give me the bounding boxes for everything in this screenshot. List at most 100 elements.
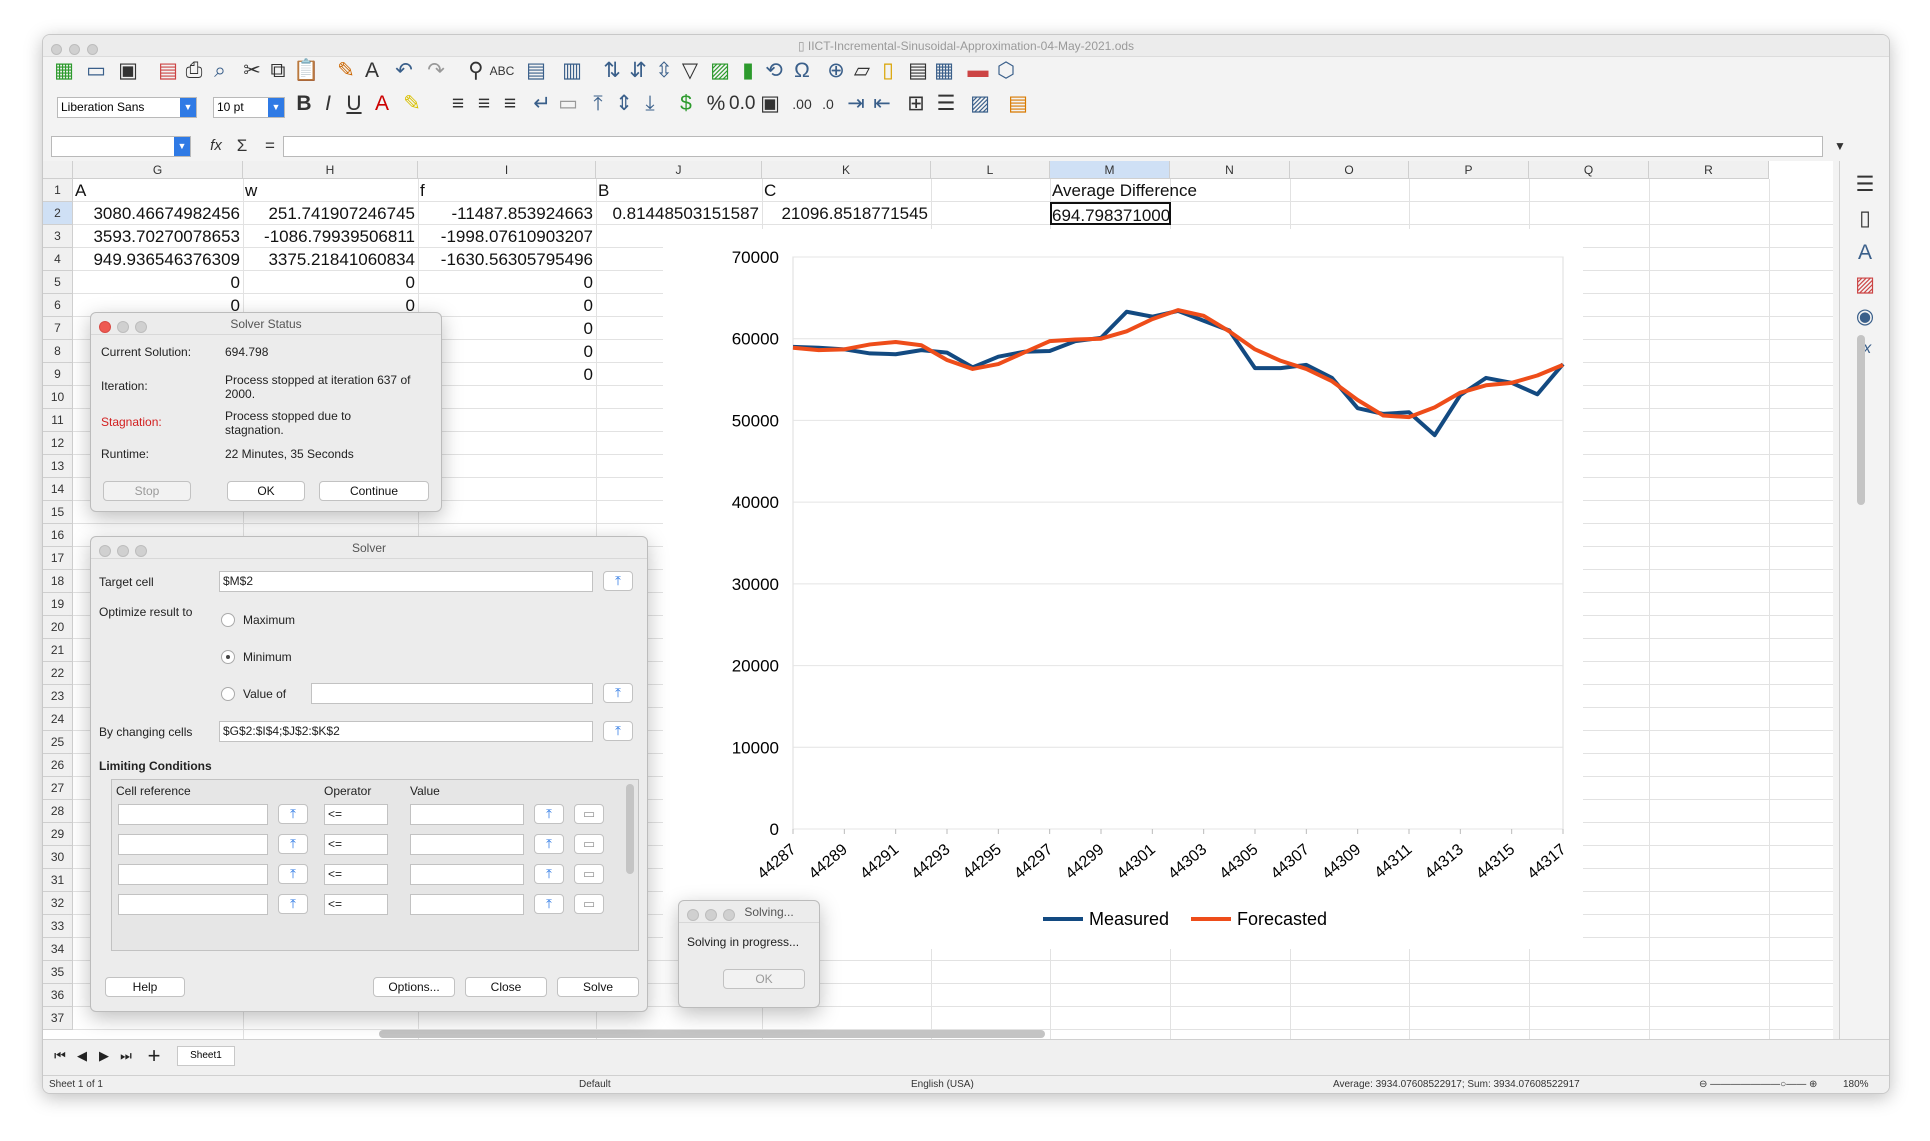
sort-descending-icon[interactable]: ⇳ xyxy=(655,59,673,82)
row-header-33[interactable]: 33 xyxy=(43,915,73,938)
row-header-23[interactable]: 23 xyxy=(43,685,73,708)
function-wizard-icon[interactable]: fx xyxy=(210,137,222,154)
zoom-slider[interactable]: ⊖ ———————○—— ⊕ xyxy=(1699,1079,1818,1090)
line-chart[interactable]: 0 10000 20000 30000 40000 50000 60000 70000 4428… xyxy=(663,229,1583,949)
column-header-g[interactable]: G xyxy=(73,161,243,179)
cell-h2[interactable]: 251.741907246745 xyxy=(268,204,415,223)
first-sheet-icon[interactable]: ⏮ xyxy=(54,1048,66,1063)
shrink-picker-icon[interactable]: ⤒ xyxy=(534,894,564,914)
border-style-icon[interactable]: ☰ xyxy=(936,92,956,115)
shrink-picker-icon[interactable]: ⤒ xyxy=(603,571,633,591)
solving-ok-button[interactable]: OK xyxy=(723,969,805,989)
column-header-m[interactable]: M xyxy=(1050,161,1170,179)
save-icon[interactable]: ▣ xyxy=(118,59,138,82)
functions-icon[interactable]: fx xyxy=(1852,335,1878,363)
row-header-9[interactable]: 9 xyxy=(43,363,73,386)
minimize-window-icon[interactable] xyxy=(69,44,80,55)
redo-icon[interactable]: ↷ xyxy=(427,59,445,82)
open-icon[interactable]: ▭ xyxy=(86,59,106,82)
condition-value-input[interactable] xyxy=(410,834,524,855)
conditions-scrollbar[interactable] xyxy=(626,784,634,874)
condition-operator-select[interactable]: <= xyxy=(324,894,388,915)
value-of-input[interactable] xyxy=(311,683,593,704)
merge-cells-icon[interactable]: ▭ xyxy=(558,92,578,115)
row-header-16[interactable]: 16 xyxy=(43,524,73,547)
row-header-14[interactable]: 14 xyxy=(43,478,73,501)
name-box[interactable]: ▼ xyxy=(51,136,191,157)
cell-m1[interactable]: Average Difference xyxy=(1052,181,1197,200)
row-header-1[interactable]: 1 xyxy=(43,179,73,202)
font-color-icon[interactable]: A xyxy=(374,92,389,115)
solve-button[interactable]: Solve xyxy=(557,977,639,997)
value-of-radio[interactable] xyxy=(221,687,235,701)
align-bottom-icon[interactable]: ⤓ xyxy=(645,92,655,115)
bold-icon[interactable]: B xyxy=(296,92,312,115)
column-header-h[interactable]: H xyxy=(243,161,418,179)
column-icon[interactable]: ▥ xyxy=(562,59,582,82)
align-top-icon[interactable]: ⤒ xyxy=(593,92,603,115)
cell-g5[interactable]: 0 xyxy=(230,273,240,292)
row-icon[interactable]: ▤ xyxy=(526,59,546,82)
condition-value-input[interactable] xyxy=(410,864,524,885)
condition-operator-select[interactable]: <= xyxy=(324,834,388,855)
condition-cell-reference-input[interactable] xyxy=(118,864,268,885)
cell-j2[interactable]: 0.81448503151587 xyxy=(612,204,759,223)
condition-operator-select[interactable]: <= xyxy=(324,864,388,885)
row-header-17[interactable]: 17 xyxy=(43,547,73,570)
cell-i6[interactable]: 0 xyxy=(583,296,593,315)
cell-i3[interactable]: -1998.07610903207 xyxy=(440,227,593,246)
column-header-l[interactable]: L xyxy=(931,161,1050,179)
close-icon[interactable] xyxy=(99,321,111,333)
column-header-i[interactable]: I xyxy=(418,161,596,179)
copy-icon[interactable]: ⧉ xyxy=(270,59,286,82)
font-name-box[interactable]: Liberation Sans ▼ xyxy=(57,97,197,118)
row-header-22[interactable]: 22 xyxy=(43,662,73,685)
shrink-picker-icon[interactable]: ⤒ xyxy=(278,864,308,884)
number-format-icon[interactable]: 0.0 xyxy=(729,93,756,114)
cell-i9[interactable]: 0 xyxy=(583,365,593,384)
row-header-28[interactable]: 28 xyxy=(43,800,73,823)
shrink-picker-icon[interactable]: ⤒ xyxy=(278,894,308,914)
cell-g6[interactable]: 0 xyxy=(230,296,240,315)
row-header-34[interactable]: 34 xyxy=(43,938,73,961)
export-pdf-icon[interactable]: ▤ xyxy=(158,59,178,82)
cell-m2[interactable]: 694.7983710003 xyxy=(1050,202,1171,225)
highlight-icon[interactable]: ✎ xyxy=(403,92,421,115)
column-header-o[interactable]: O xyxy=(1290,161,1409,179)
cell-i7[interactable]: 0 xyxy=(583,319,593,338)
cell-k2[interactable]: 21096.8518771545 xyxy=(781,204,928,223)
align-center-icon[interactable]: ≡ xyxy=(477,92,491,115)
condition-value-input[interactable] xyxy=(410,804,524,825)
cell-i1[interactable]: f xyxy=(420,181,425,200)
spreadsheet-grid[interactable]: G H I J K L M N O P Q R 1 2 3 4 5 6 7 8 9 10 11 12 13 14 15 16 17 18 1… xyxy=(43,161,1833,1041)
column-header-r[interactable]: R xyxy=(1649,161,1769,179)
print-preview-icon[interactable]: ⌕ xyxy=(214,59,226,82)
stop-button[interactable]: Stop xyxy=(103,481,191,501)
vertical-scrollbar[interactable] xyxy=(1857,335,1865,505)
show-draw-functions-icon[interactable]: ⬡ xyxy=(996,59,1016,82)
cell-g1[interactable]: A xyxy=(75,181,87,200)
cell-h3[interactable]: -1086.79939506811 xyxy=(264,227,415,246)
new-icon[interactable]: ▦ xyxy=(54,59,74,82)
row-header-30[interactable]: 30 xyxy=(43,846,73,869)
shrink-picker-icon[interactable]: ⤒ xyxy=(534,804,564,824)
column-header-k[interactable]: K xyxy=(762,161,931,179)
sum-icon[interactable]: Σ xyxy=(236,136,248,155)
underline-icon[interactable]: U xyxy=(346,92,362,115)
cell-i8[interactable]: 0 xyxy=(583,342,593,361)
chevron-down-icon[interactable]: ▼ xyxy=(180,98,196,117)
shrink-picker-icon[interactable]: ⤒ xyxy=(278,834,308,854)
row-header-12[interactable]: 12 xyxy=(43,432,73,455)
freeze-rows-icon[interactable]: ▦ xyxy=(934,59,954,82)
align-right-icon[interactable]: ≡ xyxy=(503,92,517,115)
equals-icon[interactable]: = xyxy=(265,136,275,155)
paste-icon[interactable]: 📋 xyxy=(293,59,320,82)
cell-g3[interactable]: 3593.70270078653 xyxy=(93,227,240,246)
center-vertically-icon[interactable]: ⇕ xyxy=(615,92,633,115)
shrink-picker-icon[interactable]: ⤒ xyxy=(534,864,564,884)
horizontal-scrollbar[interactable] xyxy=(379,1030,1045,1038)
row-header-19[interactable]: 19 xyxy=(43,593,73,616)
special-character-icon[interactable]: Ω xyxy=(794,59,810,82)
decrease-indent-icon[interactable]: ⇤ xyxy=(873,92,891,115)
sort-ascending-icon[interactable]: ⇵ xyxy=(629,59,647,82)
